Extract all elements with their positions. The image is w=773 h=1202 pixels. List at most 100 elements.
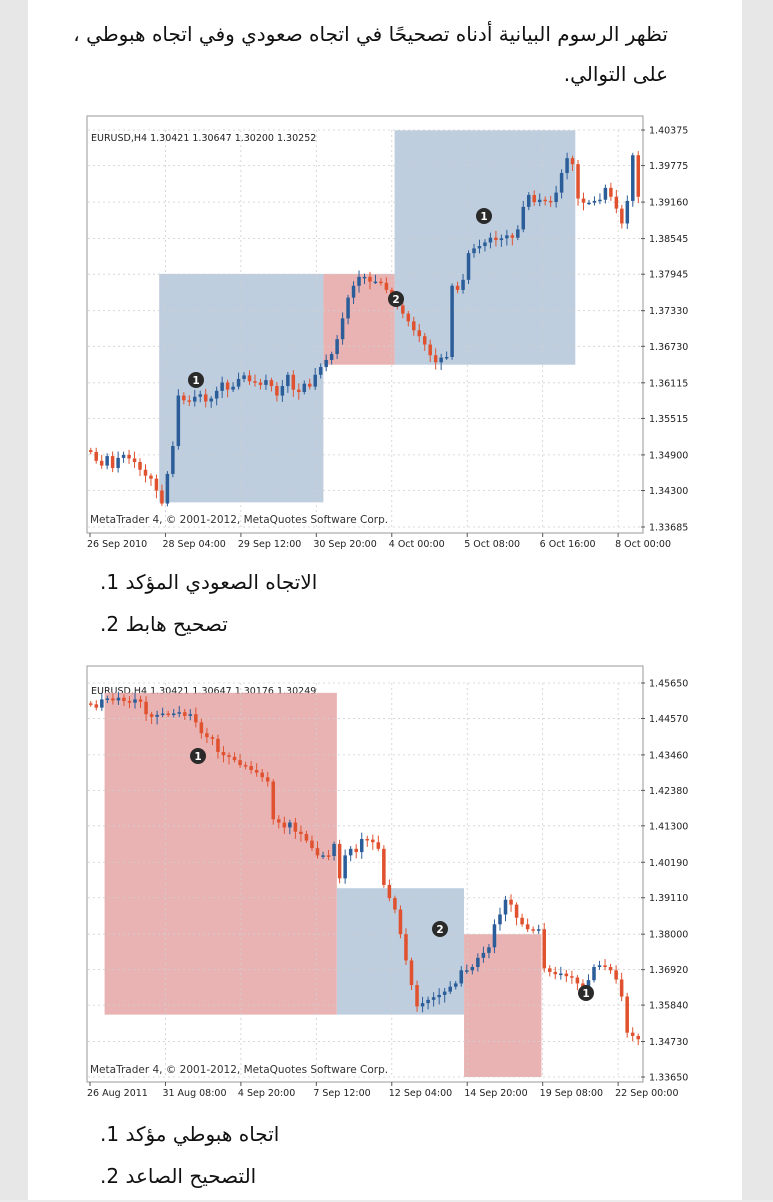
candle-body xyxy=(532,194,536,203)
candle-body xyxy=(488,237,493,243)
candle-body xyxy=(357,276,361,286)
candle-body xyxy=(620,208,624,224)
candle-body xyxy=(477,246,482,249)
x-tick-label: 19 Sep 08:00 xyxy=(540,1088,603,1099)
candle-body xyxy=(160,490,164,504)
y-tick-label: 1.38000 xyxy=(649,930,688,941)
candle-body xyxy=(198,394,202,397)
candle-body xyxy=(282,822,287,828)
candle-body xyxy=(636,1035,641,1040)
candle-body xyxy=(521,206,526,230)
candle-body xyxy=(537,199,542,203)
candle-body xyxy=(269,380,274,387)
candle-body xyxy=(393,898,397,910)
candle-body xyxy=(326,855,331,857)
candle-body xyxy=(592,200,597,203)
chart-uptrend: EURUSD,H4 1.30421 1.30647 1.30200 1.3025… xyxy=(86,115,688,550)
list-item: اتجاه هبوطي مؤكد 1. xyxy=(100,1122,380,1154)
candle-body xyxy=(297,389,301,392)
candle-body xyxy=(209,398,213,402)
zone-label-badge xyxy=(388,291,404,307)
candle-body xyxy=(205,733,209,738)
y-tick-label: 1.41300 xyxy=(649,821,688,832)
candle-body xyxy=(398,909,403,935)
candle-body xyxy=(94,451,98,461)
zone-label-number: 2 xyxy=(392,294,399,306)
list-item-number: 2. xyxy=(100,1164,120,1188)
candle-body xyxy=(433,355,438,363)
candle-body xyxy=(176,395,181,446)
candle-body xyxy=(105,698,110,700)
chart-footer: MetaTrader 4, © 2001-2012, MetaQuotes So… xyxy=(90,1064,388,1076)
y-tick-label: 1.36730 xyxy=(649,342,688,353)
candle-body xyxy=(382,848,386,885)
candle-body xyxy=(581,198,586,203)
candle-body xyxy=(143,469,148,476)
x-tick-label: 14 Sep 20:00 xyxy=(464,1088,527,1099)
candle-body xyxy=(253,381,257,383)
candle-body xyxy=(127,454,131,459)
candle-body xyxy=(88,450,93,452)
candle-body xyxy=(127,701,132,703)
candle-body xyxy=(570,976,574,978)
candle-body xyxy=(288,822,292,828)
candle-body xyxy=(631,155,635,201)
candle-body xyxy=(340,318,345,340)
candle-body xyxy=(225,382,230,390)
candle-body xyxy=(514,904,519,918)
y-tick-label: 1.42380 xyxy=(649,786,688,797)
list-item-number: 1. xyxy=(100,1122,120,1146)
candle-body xyxy=(630,1032,635,1036)
y-tick-label: 1.36115 xyxy=(649,378,688,389)
candle-body xyxy=(481,952,486,958)
candle-body xyxy=(199,722,204,734)
y-tick-label: 1.33650 xyxy=(649,1073,688,1084)
legend-list-2: اتجاه هبوطي مؤكد 1. التصحيح الصاعد 2. xyxy=(100,1122,380,1202)
candle-body xyxy=(608,967,613,971)
candle-body xyxy=(220,382,224,391)
candle-body xyxy=(597,965,602,968)
y-tick-label: 1.40190 xyxy=(649,858,688,869)
chart-header: EURUSD,H4 1.30421 1.30647 1.30176 1.3024… xyxy=(91,686,316,697)
candle-body xyxy=(431,997,436,1000)
candle-body xyxy=(227,755,231,757)
candle-body xyxy=(553,971,558,975)
candle-body xyxy=(138,462,142,470)
y-tick-label: 1.44570 xyxy=(649,714,688,725)
candle-body xyxy=(453,983,458,987)
candle-body xyxy=(335,339,339,355)
candle-body xyxy=(510,235,515,238)
candle-body xyxy=(406,313,411,322)
candle-body xyxy=(373,281,378,284)
candle-body xyxy=(324,359,328,368)
candle-body xyxy=(365,838,370,841)
candle-body xyxy=(559,973,563,976)
candle-body xyxy=(111,698,115,701)
candle-body xyxy=(343,855,347,879)
candle-body xyxy=(614,196,619,209)
candle-body xyxy=(371,839,375,843)
candle-body xyxy=(409,960,414,986)
candle-body xyxy=(559,173,564,193)
candle-body xyxy=(428,344,432,356)
x-tick-label: 22 Sep 00:00 xyxy=(615,1088,678,1099)
candle-body xyxy=(570,158,575,165)
zone-label-badge xyxy=(578,985,594,1001)
candle-body xyxy=(238,760,242,766)
candle-body xyxy=(499,238,504,241)
candle-body xyxy=(387,884,392,899)
candle-body xyxy=(442,991,447,995)
candle-body xyxy=(216,738,220,752)
candle-body xyxy=(133,699,137,703)
zone-label-badge xyxy=(188,372,204,388)
candle-body xyxy=(536,929,541,931)
candle-body xyxy=(313,374,317,387)
list-item-text: تصحيح هابط xyxy=(125,612,228,636)
candle-body xyxy=(155,714,159,717)
x-tick-label: 12 Sep 04:00 xyxy=(389,1088,452,1099)
candle-body xyxy=(277,819,281,823)
candle-body xyxy=(625,200,630,224)
candle-body xyxy=(94,704,99,708)
candle-body xyxy=(592,967,596,981)
candle-body xyxy=(598,199,602,202)
